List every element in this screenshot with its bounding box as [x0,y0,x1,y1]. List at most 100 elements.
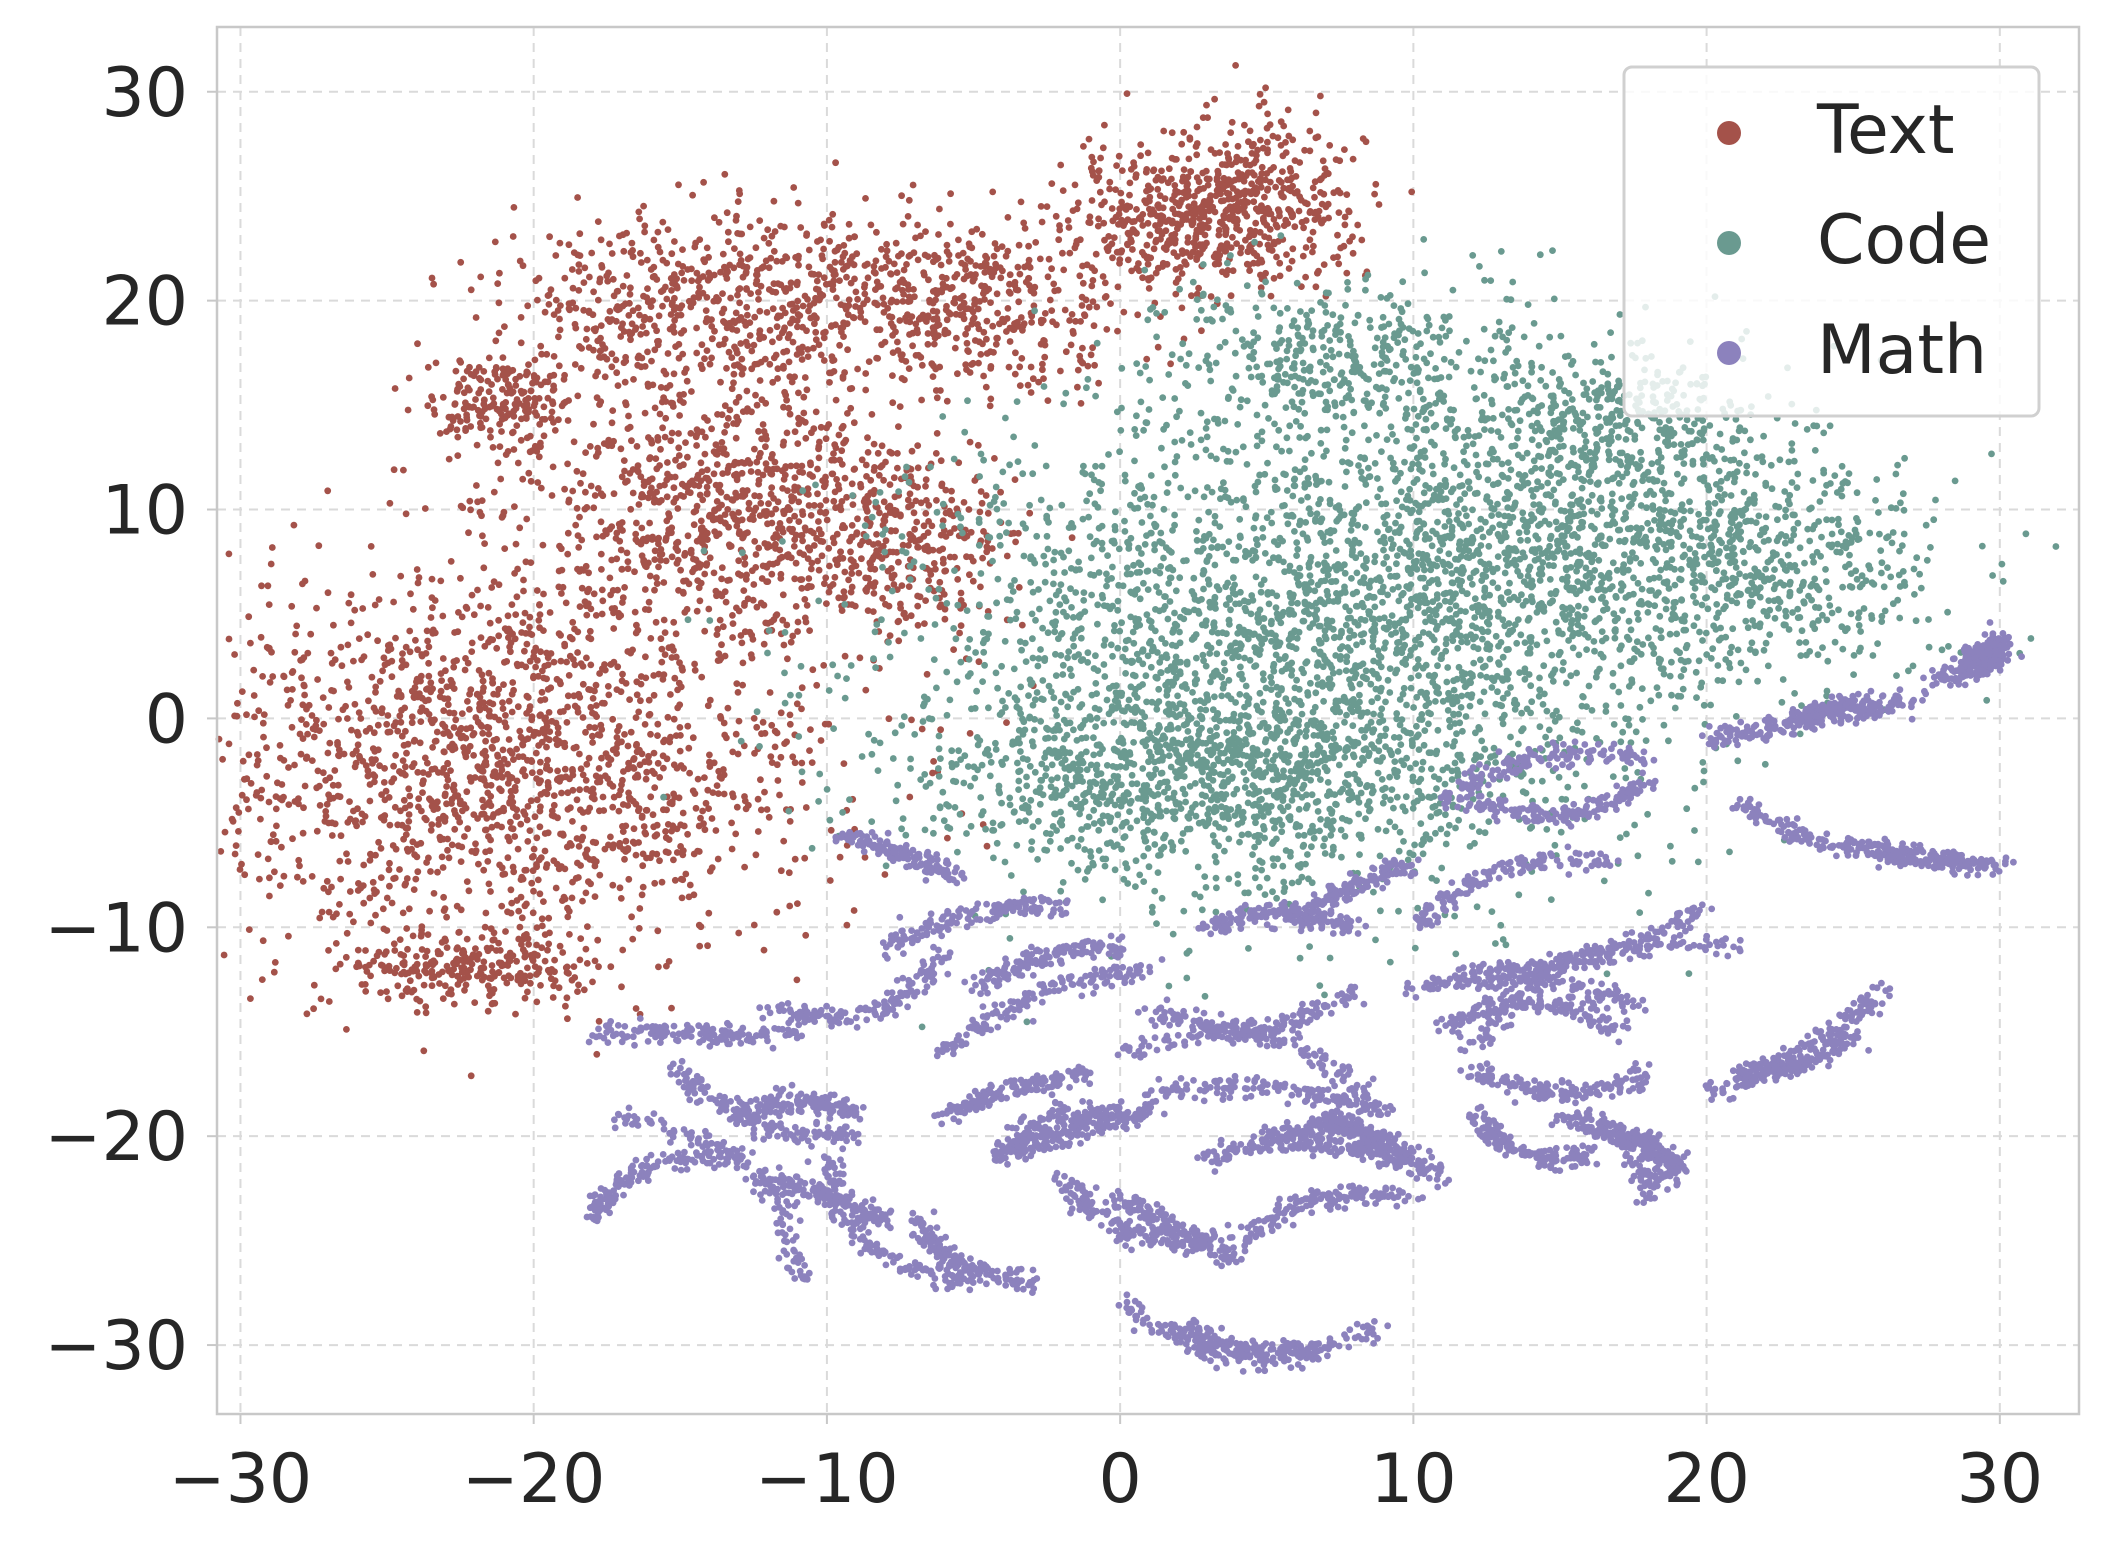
point-text [1266,245,1274,252]
point-text [558,566,566,574]
point-text [899,298,907,305]
point-text [826,379,833,386]
point-text [1074,199,1082,207]
point-text [488,823,496,831]
point-text [694,775,702,783]
point-text [914,256,922,264]
point-text [555,362,563,370]
point-text [705,805,712,812]
point-text [762,443,769,451]
point-text [450,781,458,789]
point-text [540,898,547,905]
point-text [434,950,442,958]
point-text [1323,169,1331,177]
point-text [625,759,632,767]
point-text [586,627,594,635]
point-text [693,502,701,510]
point-text [770,247,778,255]
point-text [732,470,740,478]
point-text [748,365,756,373]
point-text [225,740,233,748]
point-text [536,624,543,632]
point-text [782,253,789,260]
point-text [569,284,577,292]
point-text [521,902,529,910]
point-text [498,428,505,435]
point-text [480,866,488,874]
point-text [814,286,822,294]
point-text [316,914,324,922]
point-text [627,505,635,513]
point-text [371,601,379,609]
point-text [517,436,525,444]
point-text [482,753,490,760]
point-text [914,464,922,472]
point-text [479,532,486,540]
point-text [1193,140,1201,147]
point-text [1215,181,1222,189]
point-text [344,715,351,722]
point-text [650,490,657,498]
point-text [339,706,347,714]
point-text [265,601,273,608]
point-text [701,627,709,635]
point-text [383,988,390,995]
point-text [581,264,589,272]
point-text [886,313,893,320]
point-text [635,352,643,360]
point-text [1337,244,1344,252]
point-text [1222,228,1230,236]
point-text [648,767,656,775]
point-text [570,744,578,752]
point-text [1316,176,1324,184]
point-text [425,659,432,667]
point-text [319,694,327,701]
point-text [958,259,965,267]
point-text [905,365,913,372]
point-text [741,793,748,800]
point-text [1193,151,1201,159]
point-text [514,703,522,711]
point-text [580,279,588,286]
point-text [1014,286,1022,294]
point-text [351,700,359,708]
point-text [534,876,542,884]
point-text [1375,201,1383,208]
point-text [605,436,613,444]
point-text [364,631,372,639]
point-text [1291,223,1299,231]
point-text [322,808,330,815]
point-text [1025,256,1033,264]
point-text [545,291,553,299]
point-text [1068,311,1076,318]
point-text [465,887,473,895]
point-text [708,815,716,822]
point-text [238,791,246,799]
point-text [413,953,420,960]
point-text [373,888,380,896]
point-text [989,188,997,196]
point-text [1115,152,1123,160]
point-text [1180,128,1188,136]
point-text [519,768,526,775]
point-text [526,827,534,834]
point-text [351,606,359,614]
point-text [577,935,585,942]
point-text [578,536,586,544]
point-text [410,886,418,893]
point-text [464,698,471,705]
point-text [536,712,544,719]
point-text [390,722,398,730]
point-text [956,629,963,637]
point-text [1243,212,1251,220]
point-text [263,744,270,752]
point-text [613,369,621,377]
point-text [670,370,678,378]
point-text [370,704,378,712]
point-text [922,476,930,484]
point-text [617,445,625,453]
point-text [503,658,511,665]
point-text [386,499,394,507]
point-text [1301,199,1309,207]
point-text [1101,121,1108,129]
